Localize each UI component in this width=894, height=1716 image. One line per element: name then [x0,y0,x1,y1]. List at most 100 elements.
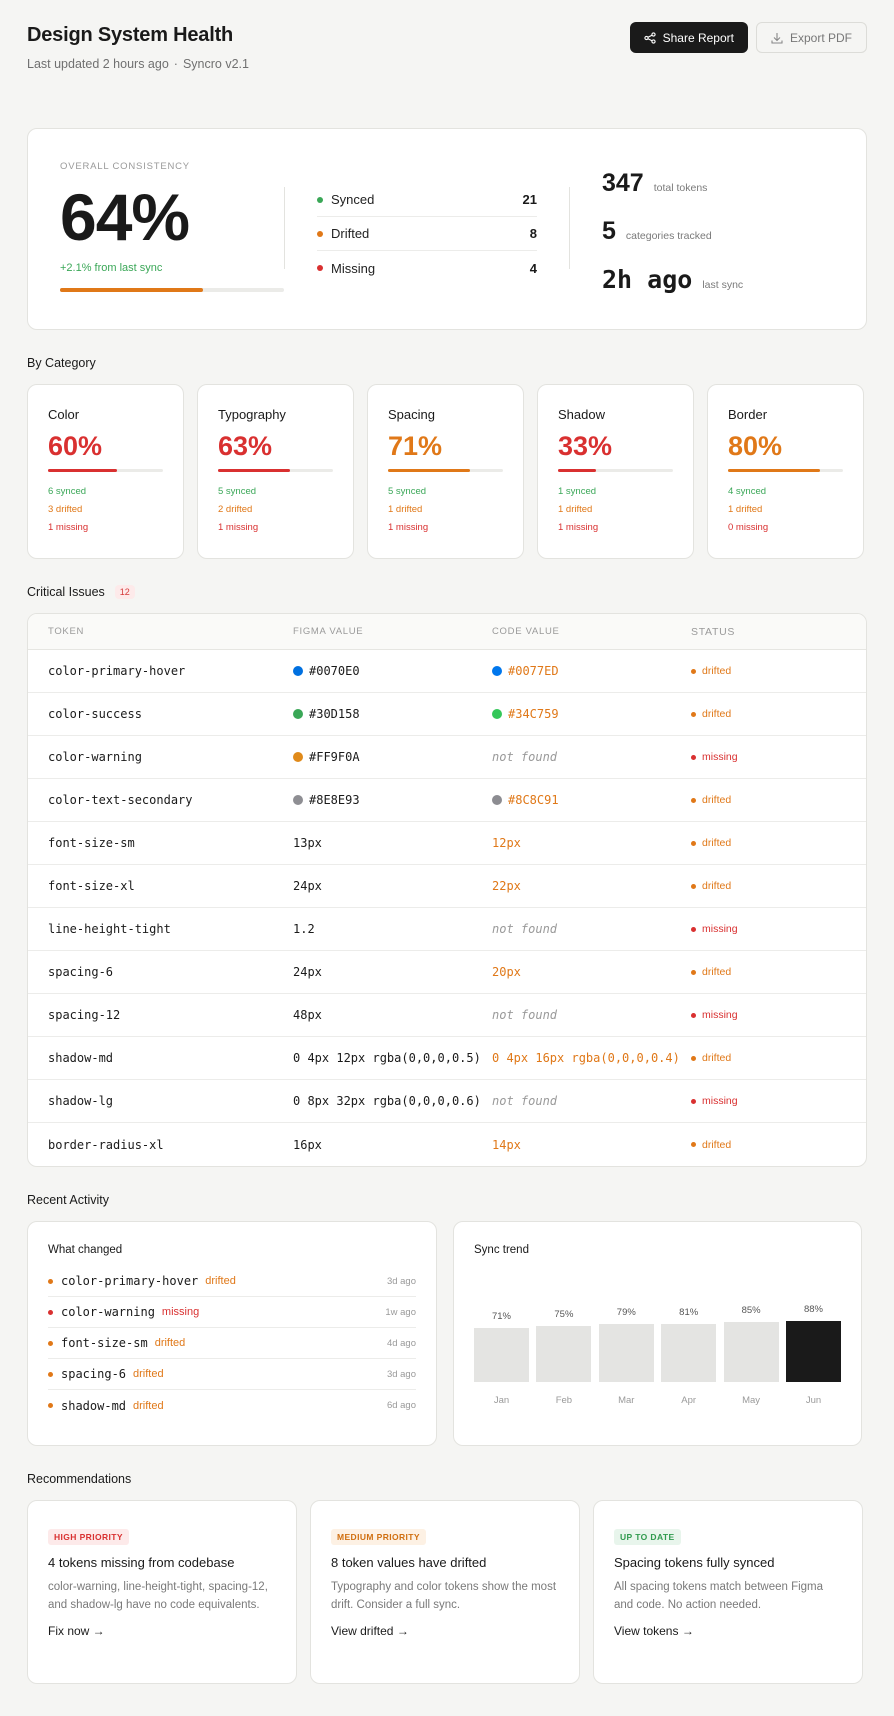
category-percent: 71% [388,431,443,461]
status-badge: drifted [702,1052,732,1064]
status-dot [317,230,323,237]
recent-activity-label: Recent Activity [27,1193,109,1207]
category-card-border[interactable]: Border 80% 4 synced 1 drifted 0 missing [707,384,864,559]
code-value-cell: not found [492,1094,691,1108]
list-item[interactable]: color-primary-hover drifted 3d ago [48,1266,416,1297]
recommendation-link[interactable]: View drifted → [331,1624,409,1638]
token-name: shadow-md [48,1051,114,1065]
code-value-cell: 22px [492,879,691,893]
table-row[interactable]: border-radius-xl 16px 14px drifted [28,1123,866,1166]
figma-value: #30D158 [309,707,360,721]
figma-value-cell: 13px [293,836,492,850]
table-row[interactable]: spacing-12 48px not found missing [28,994,866,1037]
figma-value: 24px [293,965,322,979]
share-report-button[interactable]: Share Report [629,22,748,53]
status-badge: missing [702,1009,738,1021]
table-row[interactable]: color-warning #FF9F0A not found missing [28,736,866,779]
what-changed-card: What changed color-primary-hover drifted 3… [27,1221,437,1446]
stat-value: 347 [602,169,644,197]
recommendation-link[interactable]: Fix now → [48,1624,105,1638]
table-row[interactable]: font-size-xl 24px 22px drifted [28,865,866,908]
column-header-code-value[interactable]: CODE VALUE [492,626,560,637]
category-progress-bar [388,469,503,472]
categories-heading-label: By Category [27,356,96,370]
code-value: 22px [492,879,521,893]
category-percent: 60% [48,431,103,461]
status-badge: drifted [702,880,732,892]
list-item[interactable]: shadow-md drifted 6d ago [48,1390,416,1421]
recommendation-link[interactable]: View tokens → [614,1624,694,1638]
category-breakdown: 1 synced 1 drifted 1 missing [558,483,673,537]
synced-count: 5 synced [218,486,257,497]
table-row[interactable]: line-height-tight 1.2 not found missing [28,908,866,951]
table-row[interactable]: shadow-md 0 4px 12px rgba(0,0,0,0.5) 0 4px… [28,1037,866,1080]
trend-bar-feb[interactable]: 75% Feb [536,1266,592,1406]
trend-bar-mar[interactable]: 79% Mar [598,1266,654,1406]
status-dot [691,926,696,932]
category-card-typography[interactable]: Typography 63% 5 synced 2 drifted 1 missing [197,384,354,559]
count-row-drifted: Drifted 8 [317,217,537,251]
figma-value-cell: 0 8px 32px rgba(0,0,0,0.6) [293,1094,492,1108]
status-badge: drifted [702,966,732,978]
list-item[interactable]: color-warning missing 1w ago [48,1297,416,1328]
figma-value-cell: 24px [293,965,492,979]
color-swatch-icon [293,709,303,719]
column-header-token[interactable]: TOKEN [48,626,85,637]
column-header-status[interactable]: STATUS [691,625,736,638]
summary-stats: 347 total tokens 5 categories tracked 2h ago… [602,169,743,329]
divider [284,187,285,269]
category-card-shadow[interactable]: Shadow 33% 1 synced 1 drifted 1 missing [537,384,694,559]
category-card-color[interactable]: Color 60% 6 synced 3 drifted 1 missing [27,384,184,559]
trend-value-label: 88% [803,1303,823,1315]
table-row[interactable]: color-text-secondary #8E8E93 #8C8C91 drifte… [28,779,866,822]
table-row[interactable]: spacing-6 24px 20px drifted [28,951,866,994]
token-name: color-text-secondary [48,793,193,807]
color-swatch-icon [492,666,502,676]
figma-value-cell: 0 4px 12px rgba(0,0,0,0.5) [293,1051,492,1065]
trend-month-label: Jun [805,1395,822,1406]
trend-bar-apr[interactable]: 81% Apr [661,1266,717,1406]
export-pdf-button[interactable]: Export PDF [755,22,867,53]
list-item[interactable]: font-size-sm drifted 4d ago [48,1328,416,1359]
token-name: font-size-sm [48,836,135,850]
code-value-cell: 14px [492,1138,691,1152]
figma-value-cell: 24px [293,879,492,893]
status-dot [691,883,696,889]
category-progress-fill [728,469,820,472]
list-item[interactable]: spacing-6 drifted 3d ago [48,1359,416,1390]
synced-count: 5 synced [388,486,427,497]
table-row[interactable]: font-size-sm 13px 12px drifted [28,822,866,865]
trend-month-label: Apr [681,1395,697,1406]
code-value-cell: 12px [492,836,691,850]
category-card-spacing[interactable]: Spacing 71% 5 synced 1 drifted 1 missing [367,384,524,559]
status-dot [691,1098,696,1104]
trend-bar-may[interactable]: 85% May [723,1266,779,1406]
header: Design System Health Last updated 2 hour… [27,22,867,106]
code-value-cell: #0077ED [492,664,691,678]
change-status: drifted [133,1368,164,1380]
status-badge: drifted [702,665,732,677]
token-name: font-size-xl [48,879,135,893]
table-row[interactable]: shadow-lg 0 8px 32px rgba(0,0,0,0.6) not f… [28,1080,866,1123]
status-dot [317,265,323,271]
status-badge: drifted [702,708,732,720]
column-header-figma-value[interactable]: FIGMA VALUE [293,626,364,637]
count-row-missing: Missing 4 [317,251,537,285]
table-row[interactable]: color-success #30D158 #34C759 drifted [28,693,866,736]
missing-count: 1 missing [558,522,599,533]
sync-trend-chart: 71% Jan 75% Feb 79% Mar 81% Apr 85% May 88% Jun [474,1266,841,1406]
table-body: color-primary-hover #0070E0 #0077ED drifted… [28,650,866,1166]
count-row-synced: Synced 21 [317,183,537,217]
missing-count: 1 missing [48,522,89,533]
recommendation-cards: HIGH PRIORITY 4 tokens missing from codeb… [27,1500,867,1684]
status-cell: drifted [691,708,866,720]
table-row[interactable]: color-primary-hover #0070E0 #0077ED drifted [28,650,866,693]
status-dot [48,1371,53,1377]
status-cell: drifted [691,966,866,978]
category-progress-fill [388,469,470,472]
trend-bar-jan[interactable]: 71% Jan [474,1266,529,1406]
trend-bar-jun[interactable]: 88% Jun [786,1266,841,1406]
figma-value-cell: #FF9F0A [293,750,492,764]
recent-activity-heading: Recent Activity [27,1193,867,1207]
